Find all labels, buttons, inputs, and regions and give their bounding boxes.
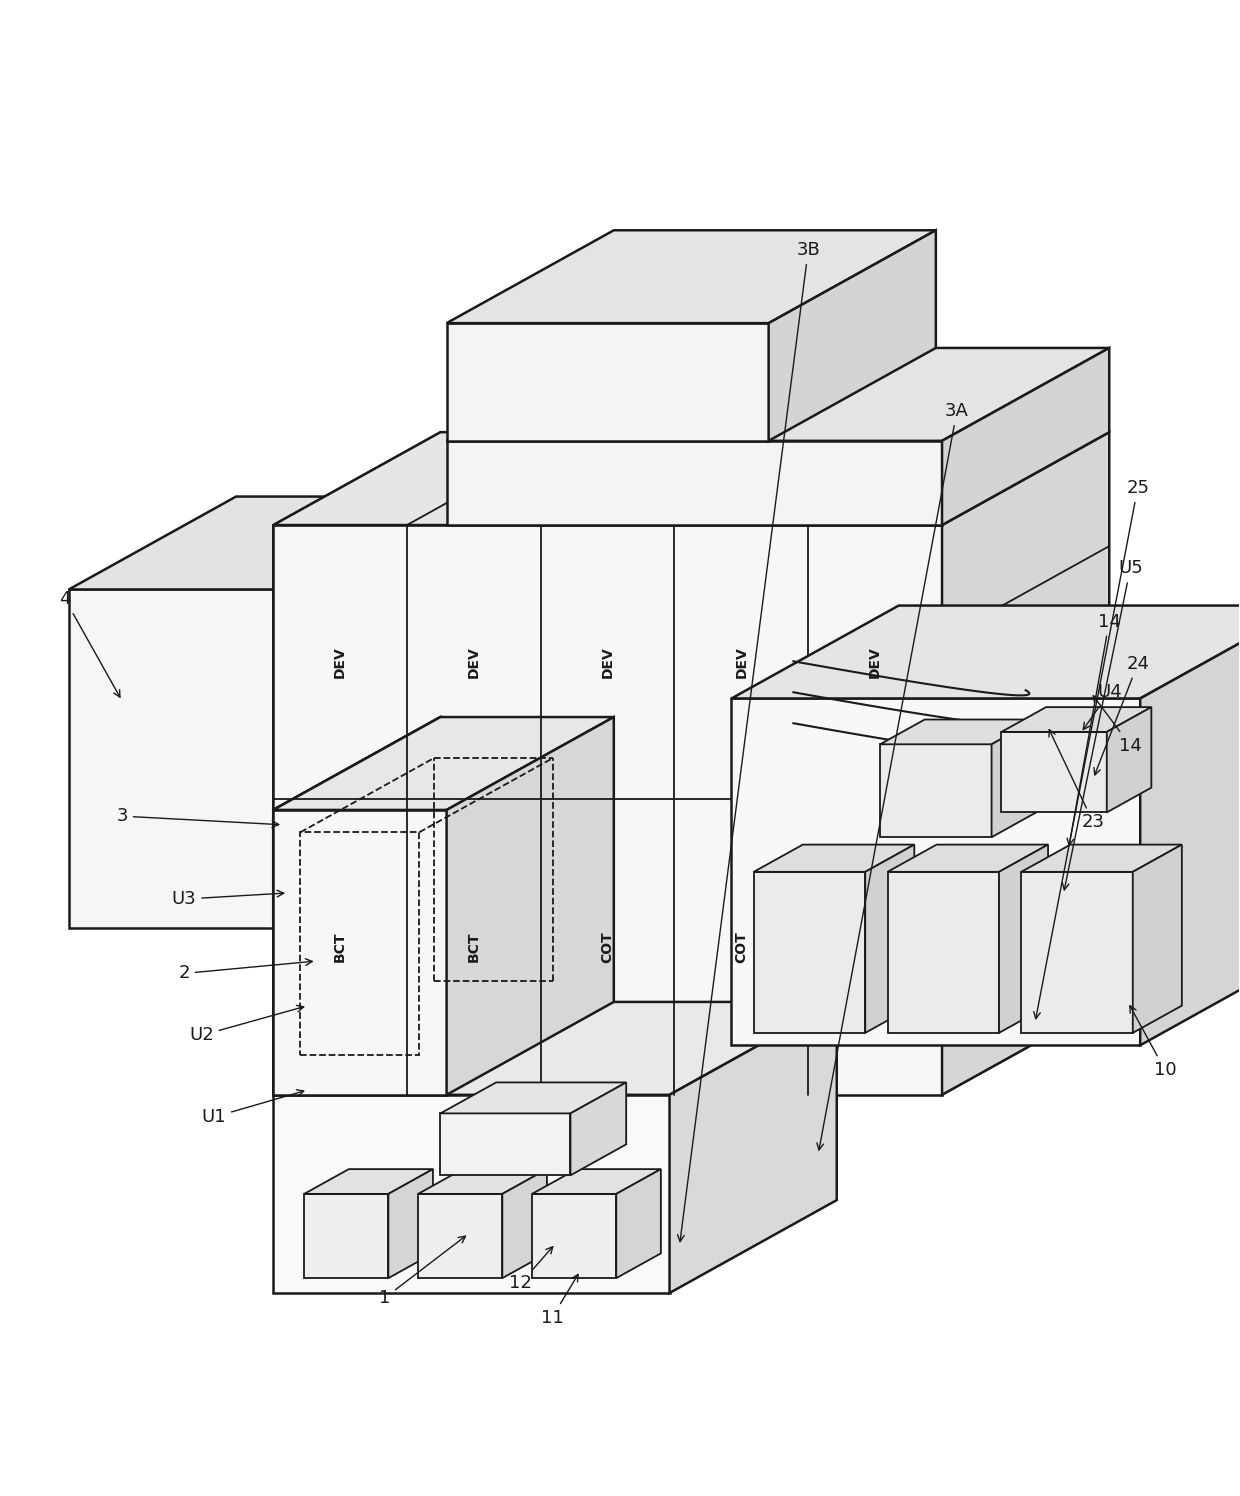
Polygon shape [532,1194,616,1278]
Text: BCT: BCT [466,932,481,962]
Polygon shape [273,432,1110,525]
Polygon shape [888,872,999,1032]
Text: BCT: BCT [334,932,347,962]
Text: DEV: DEV [334,646,347,678]
Text: 14: 14 [1094,696,1142,754]
Polygon shape [273,525,942,1095]
Text: U2: U2 [188,1005,304,1044]
Polygon shape [68,589,372,928]
Text: 3: 3 [117,808,279,827]
Text: 12: 12 [510,1246,553,1293]
Text: 24: 24 [1094,655,1149,775]
Polygon shape [616,1170,661,1278]
Text: 25: 25 [1034,479,1149,1019]
Text: 10: 10 [1130,1005,1177,1079]
Polygon shape [1002,708,1152,732]
Text: U1: U1 [201,1089,304,1126]
Polygon shape [992,720,1037,838]
Polygon shape [1022,845,1182,872]
Polygon shape [440,1113,570,1176]
Polygon shape [1141,606,1240,1046]
Polygon shape [880,720,1037,745]
Polygon shape [304,1194,388,1278]
Text: DEV: DEV [868,646,882,678]
Polygon shape [446,230,936,323]
Text: COT: COT [734,931,749,962]
Polygon shape [866,845,914,1032]
Text: 14: 14 [1068,613,1121,845]
Text: 11: 11 [541,1275,578,1327]
Polygon shape [732,606,1240,699]
Polygon shape [502,1170,547,1278]
Polygon shape [372,497,539,928]
Text: 1: 1 [379,1236,465,1308]
Polygon shape [754,845,914,872]
Polygon shape [754,872,866,1032]
Polygon shape [273,717,614,809]
Text: U5: U5 [1063,560,1143,890]
Text: U4: U4 [1084,684,1122,730]
Text: 2: 2 [179,959,312,983]
Polygon shape [942,432,1110,1095]
Text: DEV: DEV [734,646,749,678]
Polygon shape [446,323,769,441]
Polygon shape [888,845,1048,872]
Polygon shape [440,1083,626,1113]
Polygon shape [273,717,440,922]
Polygon shape [570,1083,626,1176]
Polygon shape [273,717,440,809]
Polygon shape [769,230,936,441]
Text: COT: COT [868,931,882,962]
Polygon shape [304,1170,433,1194]
Polygon shape [1002,732,1107,812]
Polygon shape [68,497,539,589]
Text: 23: 23 [1049,730,1105,832]
Text: COT: COT [600,931,615,962]
Polygon shape [446,717,614,1095]
Text: 4: 4 [60,591,120,697]
Polygon shape [942,349,1110,525]
Polygon shape [273,1002,837,1095]
Polygon shape [273,1095,670,1293]
Polygon shape [880,745,992,838]
Polygon shape [532,1170,661,1194]
Text: U3: U3 [171,890,284,908]
Polygon shape [273,809,446,1095]
Text: 3B: 3B [677,241,820,1242]
Text: DEV: DEV [466,646,481,678]
Polygon shape [418,1170,547,1194]
Polygon shape [1133,845,1182,1032]
Text: 3A: 3A [817,402,968,1150]
Polygon shape [1022,872,1133,1032]
Text: DEV: DEV [600,646,615,678]
Polygon shape [1107,708,1152,812]
Polygon shape [418,1194,502,1278]
Polygon shape [388,1170,433,1278]
Polygon shape [999,845,1048,1032]
Polygon shape [446,441,942,525]
Polygon shape [670,1002,837,1293]
Polygon shape [732,699,1141,1046]
Polygon shape [446,349,1110,441]
